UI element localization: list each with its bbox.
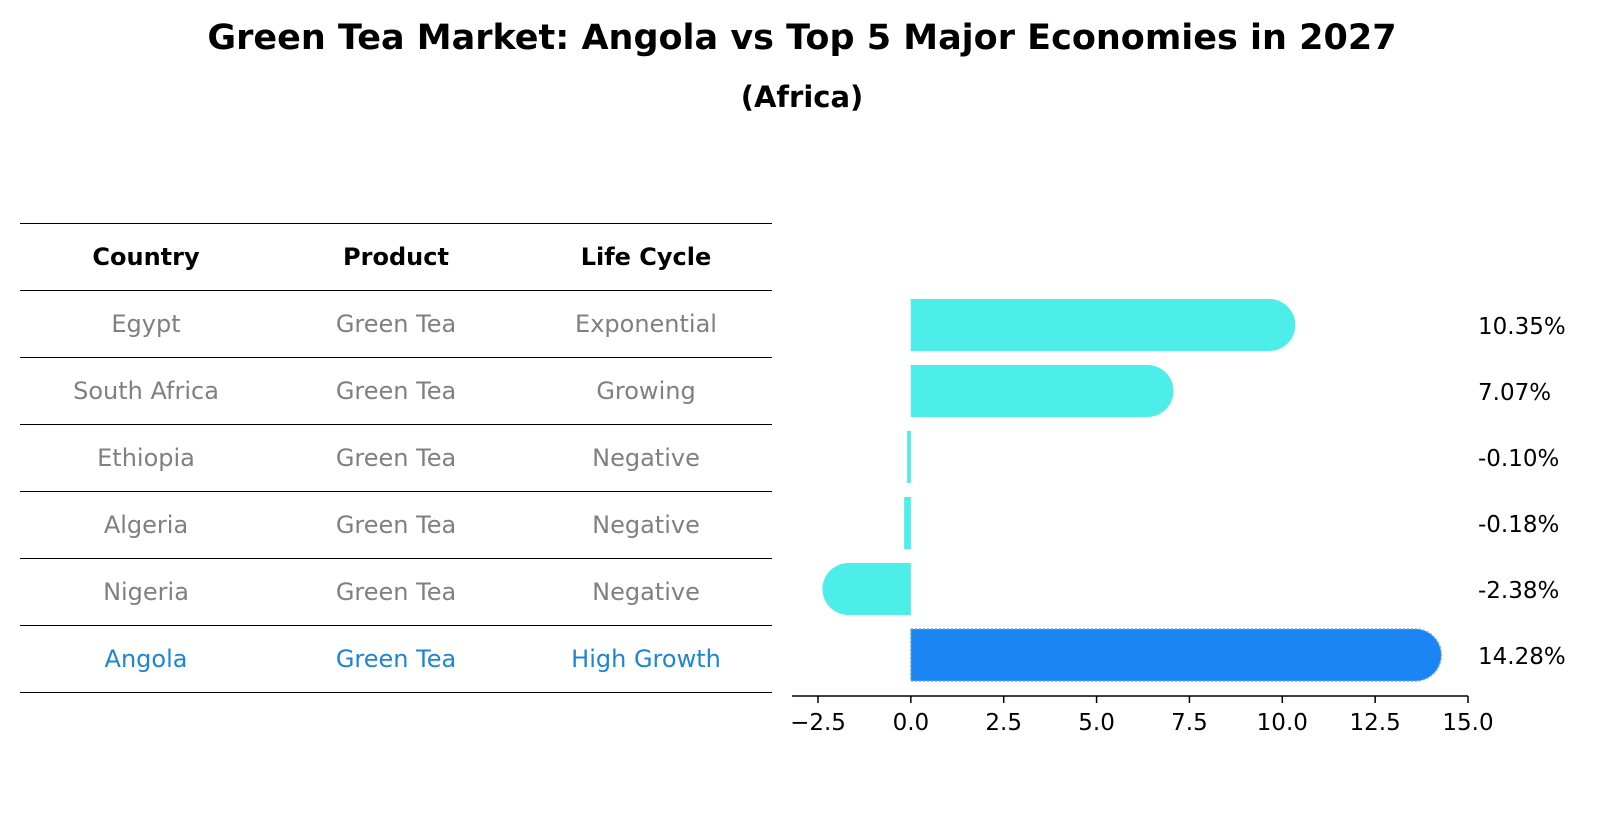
cell-country: Nigeria <box>103 578 189 606</box>
table-row: South Africa Green Tea Growing <box>20 358 772 425</box>
cell-product: Green Tea <box>335 310 457 338</box>
data-label: -2.38% <box>1478 578 1559 604</box>
data-label: -0.10% <box>1478 446 1559 472</box>
cell-life-cycle: Exponential <box>575 310 717 338</box>
cell-product: Green Tea <box>335 511 457 539</box>
header-life-cycle: Life Cycle <box>580 243 712 271</box>
table-row-highlighted: Angola Green Tea High Growth <box>20 626 772 693</box>
cell-country: South Africa <box>73 377 219 405</box>
cell-life-cycle: Negative <box>592 578 700 606</box>
cell-country: Algeria <box>103 511 189 539</box>
cell-life-cycle: Growing <box>596 377 696 405</box>
data-label: -0.18% <box>1478 512 1559 538</box>
cell-country: Angola <box>104 645 188 673</box>
x-tick-label: 2.5 <box>985 710 1022 736</box>
cell-product: Green Tea <box>335 578 457 606</box>
x-tick-label: −2.5 <box>790 710 846 736</box>
data-label: 14.28% <box>1478 644 1566 670</box>
chart-title: Green Tea Market: Angola vs Top 5 Major … <box>207 18 1397 58</box>
x-tick-label: 15.0 <box>1442 710 1493 736</box>
x-tick-label: 0.0 <box>893 710 930 736</box>
cell-life-cycle: High Growth <box>571 645 721 673</box>
cell-product: Green Tea <box>335 377 457 405</box>
x-tick-label: 10.0 <box>1257 710 1308 736</box>
cell-life-cycle: Negative <box>592 444 700 472</box>
data-label: 7.07% <box>1478 380 1551 406</box>
bar-angola <box>910 628 1443 682</box>
table-row: Nigeria Green Tea Negative <box>20 559 772 626</box>
data-label: 10.35% <box>1478 314 1566 340</box>
cell-country: Egypt <box>111 310 181 338</box>
bar-egypt <box>910 299 1296 351</box>
header-product: Product <box>343 243 449 271</box>
cell-life-cycle: Negative <box>592 511 700 539</box>
cell-country: Ethiopia <box>97 444 195 472</box>
table-row: Ethiopia Green Tea Negative <box>20 425 772 492</box>
x-tick-label: 7.5 <box>1171 710 1208 736</box>
chart-subtitle: (Africa) <box>740 80 864 114</box>
bar-nigeria <box>822 563 911 615</box>
table-row: Algeria Green Tea Negative <box>20 492 772 559</box>
table-header-row: Country Product Life Cycle <box>20 223 772 291</box>
cell-product: Green Tea <box>335 645 457 673</box>
bar-ethiopia <box>907 431 911 483</box>
table-row: Egypt Green Tea Exponential <box>20 291 772 358</box>
bar-south-africa <box>910 365 1174 417</box>
data-table: Country Product Life Cycle Egypt Green T… <box>20 223 772 693</box>
cell-product: Green Tea <box>335 444 457 472</box>
x-tick-label: 12.5 <box>1350 710 1401 736</box>
bar-algeria <box>904 497 911 549</box>
x-tick-label: 5.0 <box>1078 710 1115 736</box>
header-country: Country <box>92 243 200 271</box>
